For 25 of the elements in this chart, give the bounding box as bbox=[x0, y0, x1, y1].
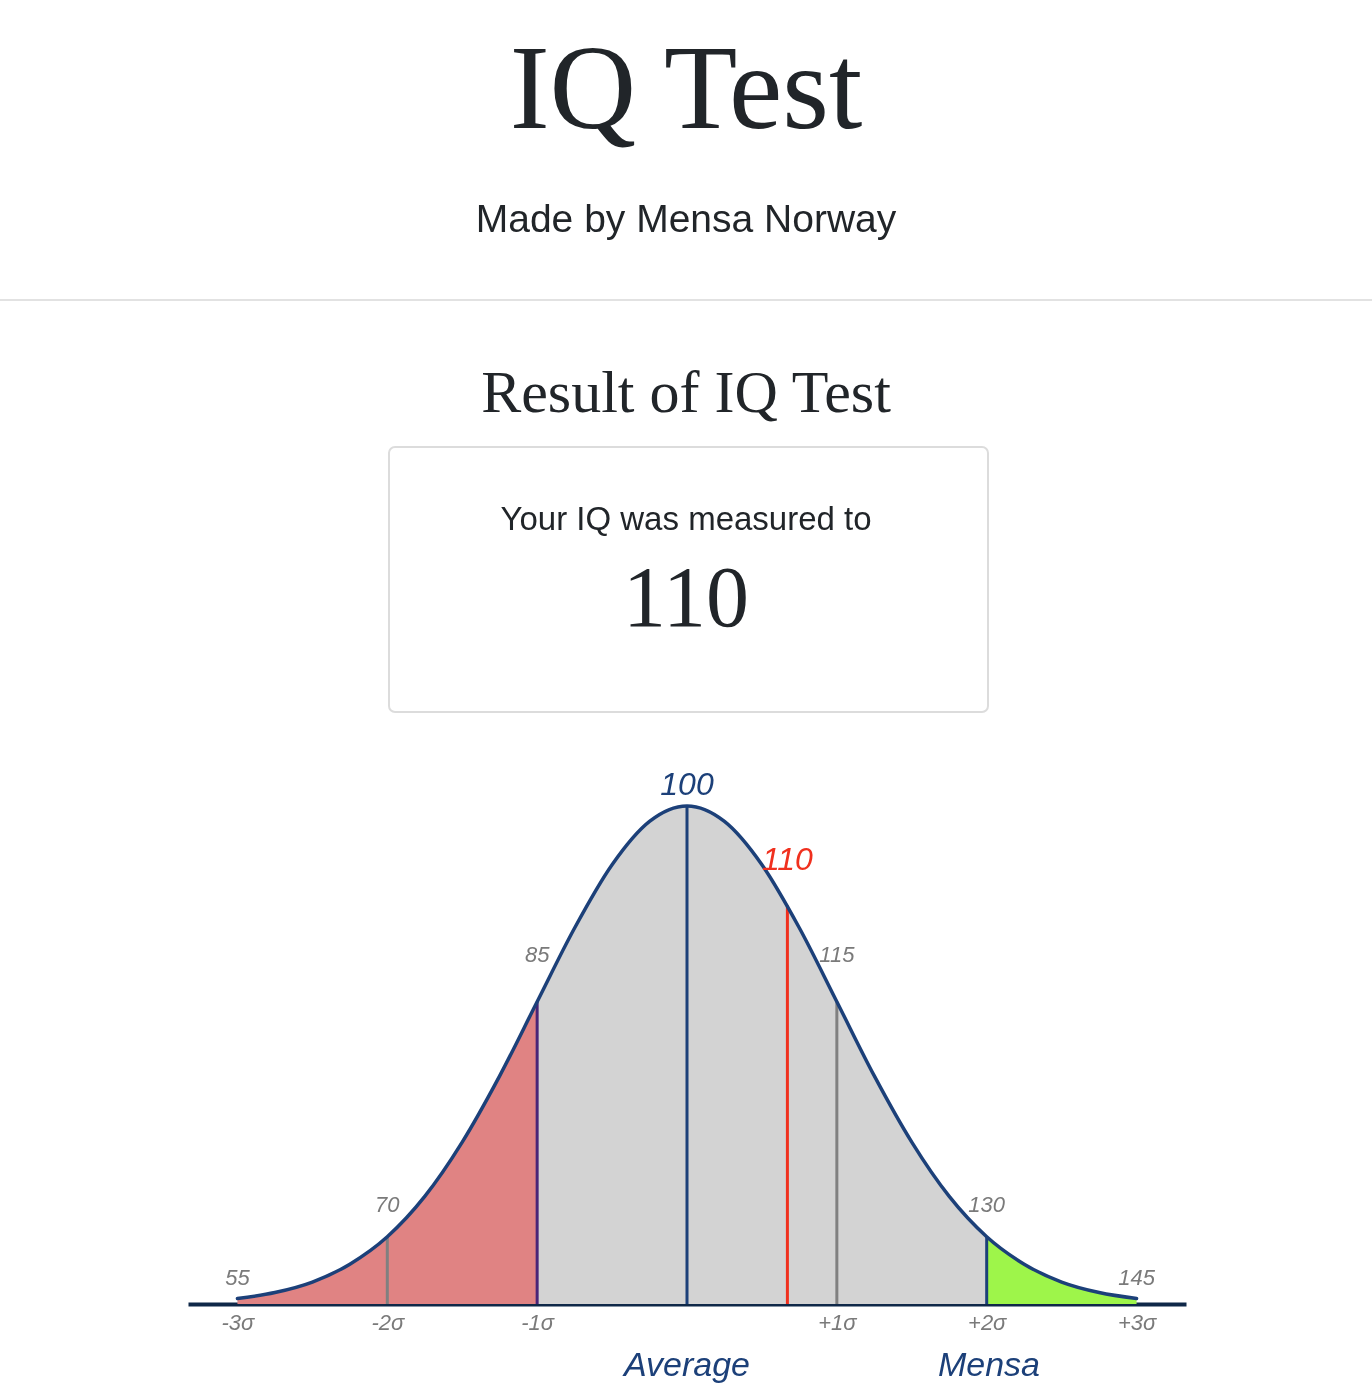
text: Average bbox=[621, 1345, 751, 1383]
annotation: 110 bbox=[761, 840, 814, 877]
chart-subtitle: Made by Mensa Norway bbox=[475, 197, 897, 240]
text: Result of IQ Test bbox=[481, 359, 892, 425]
annotation: 145 bbox=[1118, 1265, 1156, 1291]
annotation: 115 bbox=[819, 941, 856, 967]
x-tick-label: -2σ bbox=[371, 1309, 405, 1335]
annotation: 100 bbox=[660, 766, 714, 802]
annotation: 130 bbox=[968, 1192, 1006, 1218]
x-tick-label: +2σ bbox=[968, 1309, 1008, 1335]
annotation: 55 bbox=[225, 1265, 251, 1291]
annotation: 70 bbox=[375, 1192, 401, 1218]
x-tick-label: -1σ bbox=[521, 1309, 555, 1335]
text: Your IQ was measured to bbox=[500, 500, 872, 537]
chart-title: IQ Test bbox=[509, 21, 863, 154]
bar bbox=[785, 905, 789, 1304]
annotation: 85 bbox=[524, 941, 551, 967]
text: 110 bbox=[623, 549, 749, 645]
x-tick-label: +3σ bbox=[1117, 1309, 1157, 1335]
bar bbox=[835, 1001, 839, 1304]
text: Mensa bbox=[937, 1345, 1041, 1383]
bar bbox=[535, 1001, 539, 1304]
bar bbox=[385, 1236, 389, 1304]
x-tick-label: +1σ bbox=[818, 1309, 858, 1335]
x-tick-label: -3σ bbox=[221, 1309, 256, 1335]
